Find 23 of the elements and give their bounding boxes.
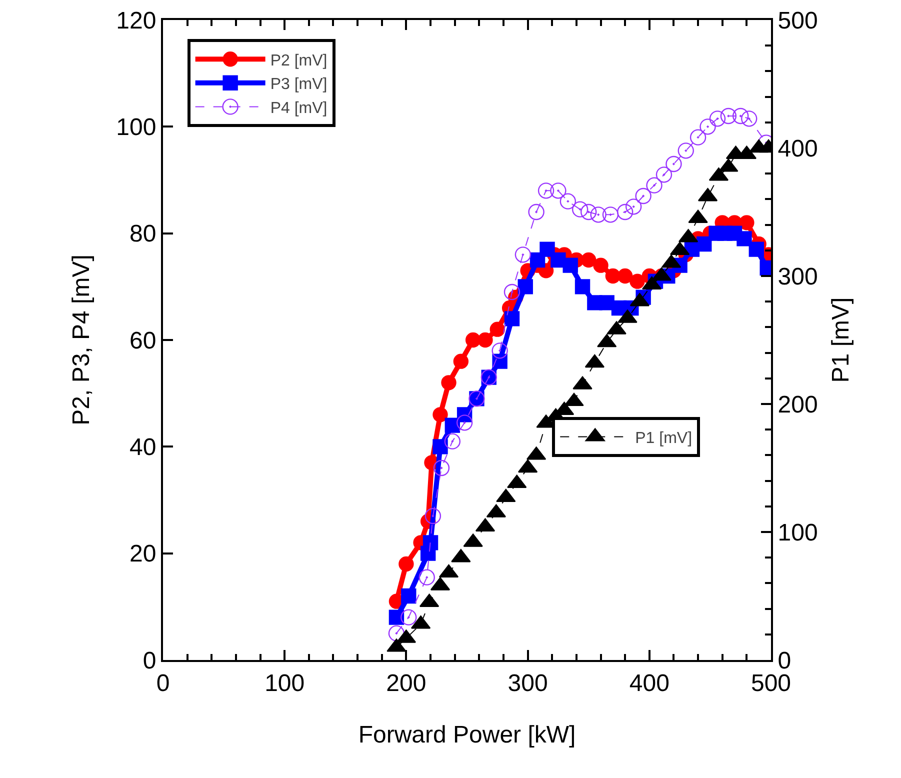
- y-tick-label: 120: [116, 7, 156, 34]
- x-axis-title: Forward Power [kW]: [358, 722, 576, 749]
- y-tick-label: 60: [129, 327, 156, 354]
- y2-tick-label: 400: [778, 135, 818, 162]
- y-tick-label: 0: [142, 647, 156, 674]
- y2-tick-label: 200: [778, 391, 818, 418]
- x-tick-label: 200: [386, 670, 426, 697]
- y-tick-label: 100: [116, 114, 156, 142]
- legend-label: P2 [mV]: [270, 52, 328, 70]
- y-tick-label: 80: [129, 220, 156, 248]
- legend-label: P4 [mV]: [270, 100, 328, 117]
- y2-axis-title: P1 [mV]: [828, 297, 855, 383]
- x-tick-label: 300: [508, 670, 548, 697]
- x-tick-label: 400: [629, 670, 670, 697]
- legend-label: P3 [mV]: [270, 76, 328, 94]
- legend-label: P1 [mV]: [635, 430, 692, 447]
- x-tick-label: 100: [264, 670, 305, 697]
- y2-tick-label: 100: [778, 519, 818, 546]
- y2-tick-label: 300: [778, 263, 818, 290]
- y-tick-label: 40: [129, 434, 156, 462]
- y-axis-title: P2, P3, P4 [mV]: [68, 254, 95, 426]
- y2-tick-label: 500: [778, 7, 818, 34]
- y-tick-label: 20: [129, 540, 156, 568]
